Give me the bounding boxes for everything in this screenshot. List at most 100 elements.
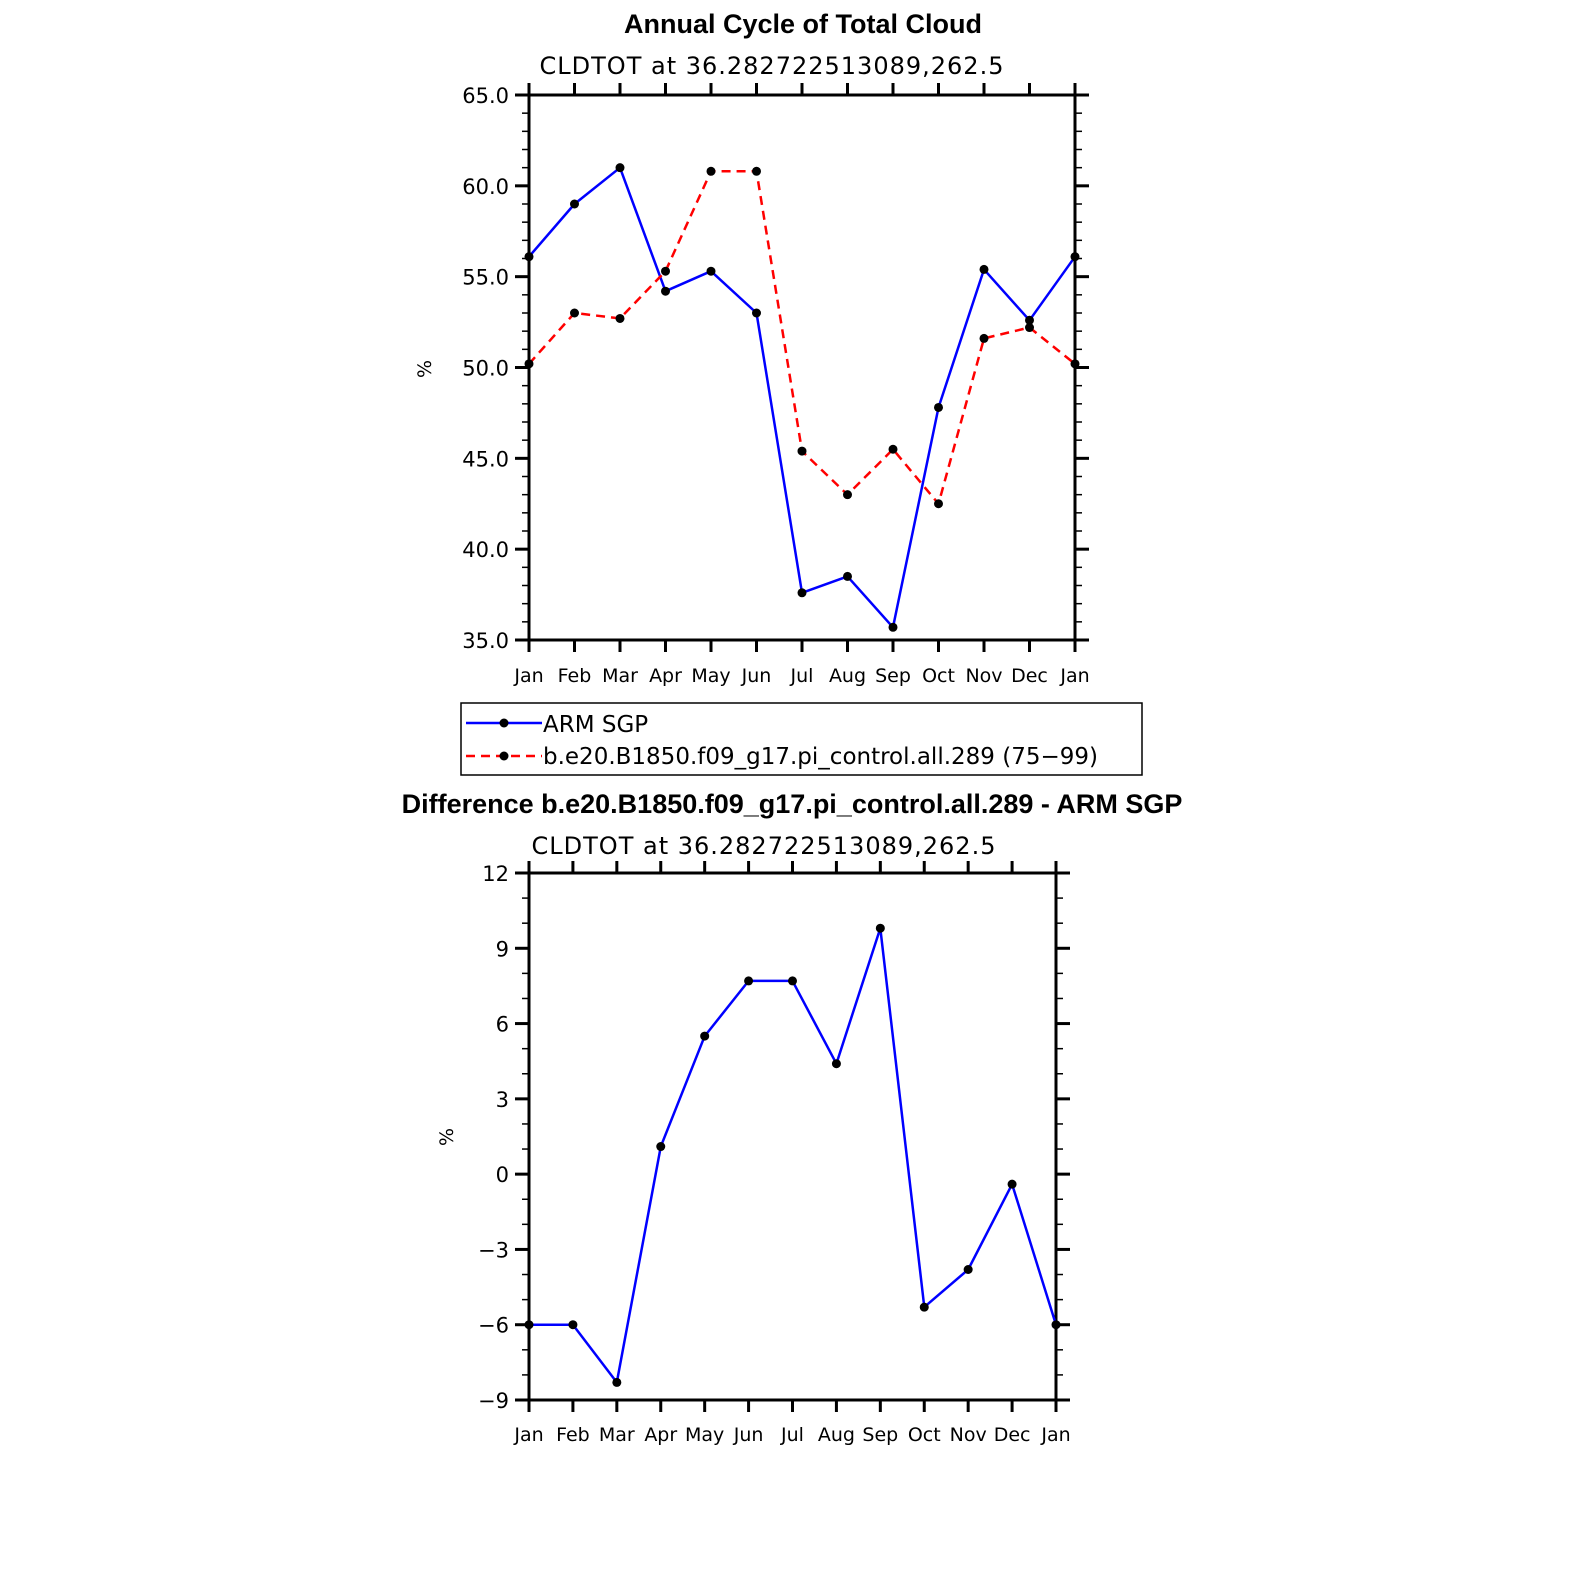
chart2-xtick-label: Mar [599,1424,635,1446]
chart2-xtick-label: Nov [950,1424,987,1446]
chart2-xtick-label: Dec [994,1424,1031,1446]
chart2-xtick-label: Jan [513,1424,543,1446]
chart2-xtick-label: Aug [818,1424,855,1446]
chart2-xtick-label: Oct [908,1424,941,1446]
chart1-series-0-point [706,266,716,276]
chart2-series-0-point [875,923,885,933]
chart1-ylabel: % [414,360,436,378]
chart2-series-0-point [1051,1320,1061,1330]
chart2-ylabel: % [436,1128,458,1146]
chart1-series-0-point [888,622,898,632]
chart1-ytick-label: 55.0 [462,266,509,290]
chart2-subtitle: CLDTOT at 36.282722513089,262.5 [532,832,997,860]
chart2-ytick-label: 3 [496,1088,509,1112]
chart1-xtick-label: Jan [1059,665,1089,687]
chart2-ytick-label: −9 [478,1389,509,1413]
chart1-ytick-label: 40.0 [462,538,509,562]
chart2-series [524,923,1061,1387]
chart1-series-1-point [1070,359,1080,369]
chart1-xtick-label: Aug [829,665,866,687]
chart1-series-1-point [797,446,807,456]
chart1-xtick-label: May [691,665,730,687]
chart2-series-0-point [963,1265,973,1275]
chart2-xtick-label: Jun [733,1424,764,1446]
chart1-xtick-label: Jun [741,665,772,687]
chart1-series-1-point [524,359,534,369]
chart1-ytick-label: 50.0 [462,357,509,381]
chart1-series-0-point [1025,315,1034,325]
chart1-series-1-point [843,490,852,500]
chart1-series-0-point [934,402,943,412]
chart2-xtick-label: May [685,1424,724,1446]
chart1-xtick-label: Jan [513,665,543,687]
chart1-series-1-point [661,266,670,276]
chart1-series-0-point [524,252,534,262]
chart1-legend: ARM SGP b.e20.B1850.f09_g17.pi_control.a… [460,702,1143,776]
chart1-series-0-point [1070,252,1080,262]
chart2-plot-frame [527,871,1058,1402]
chart1-xtick-label: Dec [1011,665,1048,687]
chart2-xtick-label: Feb [556,1424,590,1446]
chart2-xtick-label: Jan [1040,1424,1070,1446]
chart2-series-0-point [831,1059,841,1069]
chart1-series [524,163,1080,632]
chart2-xtick-label: Apr [644,1424,677,1446]
chart2-ytick-label: −6 [478,1314,509,1338]
chart1-series-0-point [615,163,625,173]
chart2-series-0-point [919,1302,929,1312]
chart1-series-0-point [752,308,761,318]
chart1-x-axis: Jan Feb Mar Apr May Jun Jul Aug Sep Oct Nov Dec Jan [513,83,1090,687]
chart1-series-1-point [888,444,898,454]
chart2-series-0-point [656,1142,666,1152]
chart1-series-1-point [706,166,716,176]
chart2-xtick-label: Sep [862,1424,898,1446]
chart1-subtitle: CLDTOT at 36.282722513089,262.5 [540,52,1005,80]
chart1-series-0-line [528,166,1077,629]
annual-cycle-chart: Annual Cycle of Total Cloud CLDTOT at 36… [414,9,1090,687]
chart2-series-0-point [612,1377,622,1387]
chart2-series-0-point [700,1031,710,1041]
chart1-series-0-point [979,264,989,274]
chart1-series-1-point [570,308,579,318]
difference-chart: Difference b.e20.B1850.f09_g17.pi_contro… [402,789,1183,1446]
legend-label-model: b.e20.B1850.f09_g17.pi_control.all.289 (… [543,744,1098,770]
chart1-plot-frame [527,93,1077,642]
chart2-ytick-label: 12 [482,862,509,886]
chart2-y-axis: −9 −6 −3 0 3 6 9 12 [478,862,1070,1413]
legend-marker-arm-sgp [499,718,509,728]
chart1-series-0-point [661,286,670,296]
chart1-series-1-point [1025,323,1034,333]
chart1-xtick-label: Feb [558,665,592,687]
chart2-ytick-label: −3 [478,1238,509,1262]
chart1-ytick-label: 45.0 [462,447,509,471]
chart1-xtick-label: Sep [875,665,911,687]
chart2-x-axis: Jan Feb Mar Apr May Jun Jul Aug Sep Oct Nov Dec Jan [513,861,1071,1446]
chart2-ytick-label: 9 [496,937,509,961]
chart1-xtick-label: Jul [790,665,814,687]
chart1-xtick-label: Apr [649,665,682,687]
chart2-series-0-point [788,976,797,986]
chart1-series-1-point [934,499,943,509]
chart1-title: Annual Cycle of Total Cloud [624,9,982,39]
chart1-series-0-point [843,571,852,581]
chart2-ytick-label: 0 [496,1163,509,1187]
chart2-series-0-point [1007,1179,1017,1189]
chart1-series-0-point [797,588,807,598]
chart1-series-0-point [570,199,579,209]
chart1-series-1-point [615,313,625,323]
chart2-series-0-point [524,1320,534,1330]
chart1-xtick-label: Nov [965,665,1002,687]
chart2-title: Difference b.e20.B1850.f09_g17.pi_contro… [402,789,1183,819]
chart1-ytick-label: 35.0 [462,629,509,653]
legend-marker-model [499,751,509,761]
legend-box [460,702,1143,776]
chart1-y-axis: 35.0 40.0 45.0 50.0 55.0 60.0 65.0 [462,84,1089,653]
chart1-ytick-label: 60.0 [462,175,509,199]
chart1-series-1-point [979,333,989,343]
legend-label-arm-sgp: ARM SGP [543,712,648,738]
chart2-series-0-point [744,976,754,986]
chart1-series-1-point [752,166,761,176]
chart1-xtick-label: Oct [922,665,955,687]
chart1-xtick-label: Mar [602,665,638,687]
